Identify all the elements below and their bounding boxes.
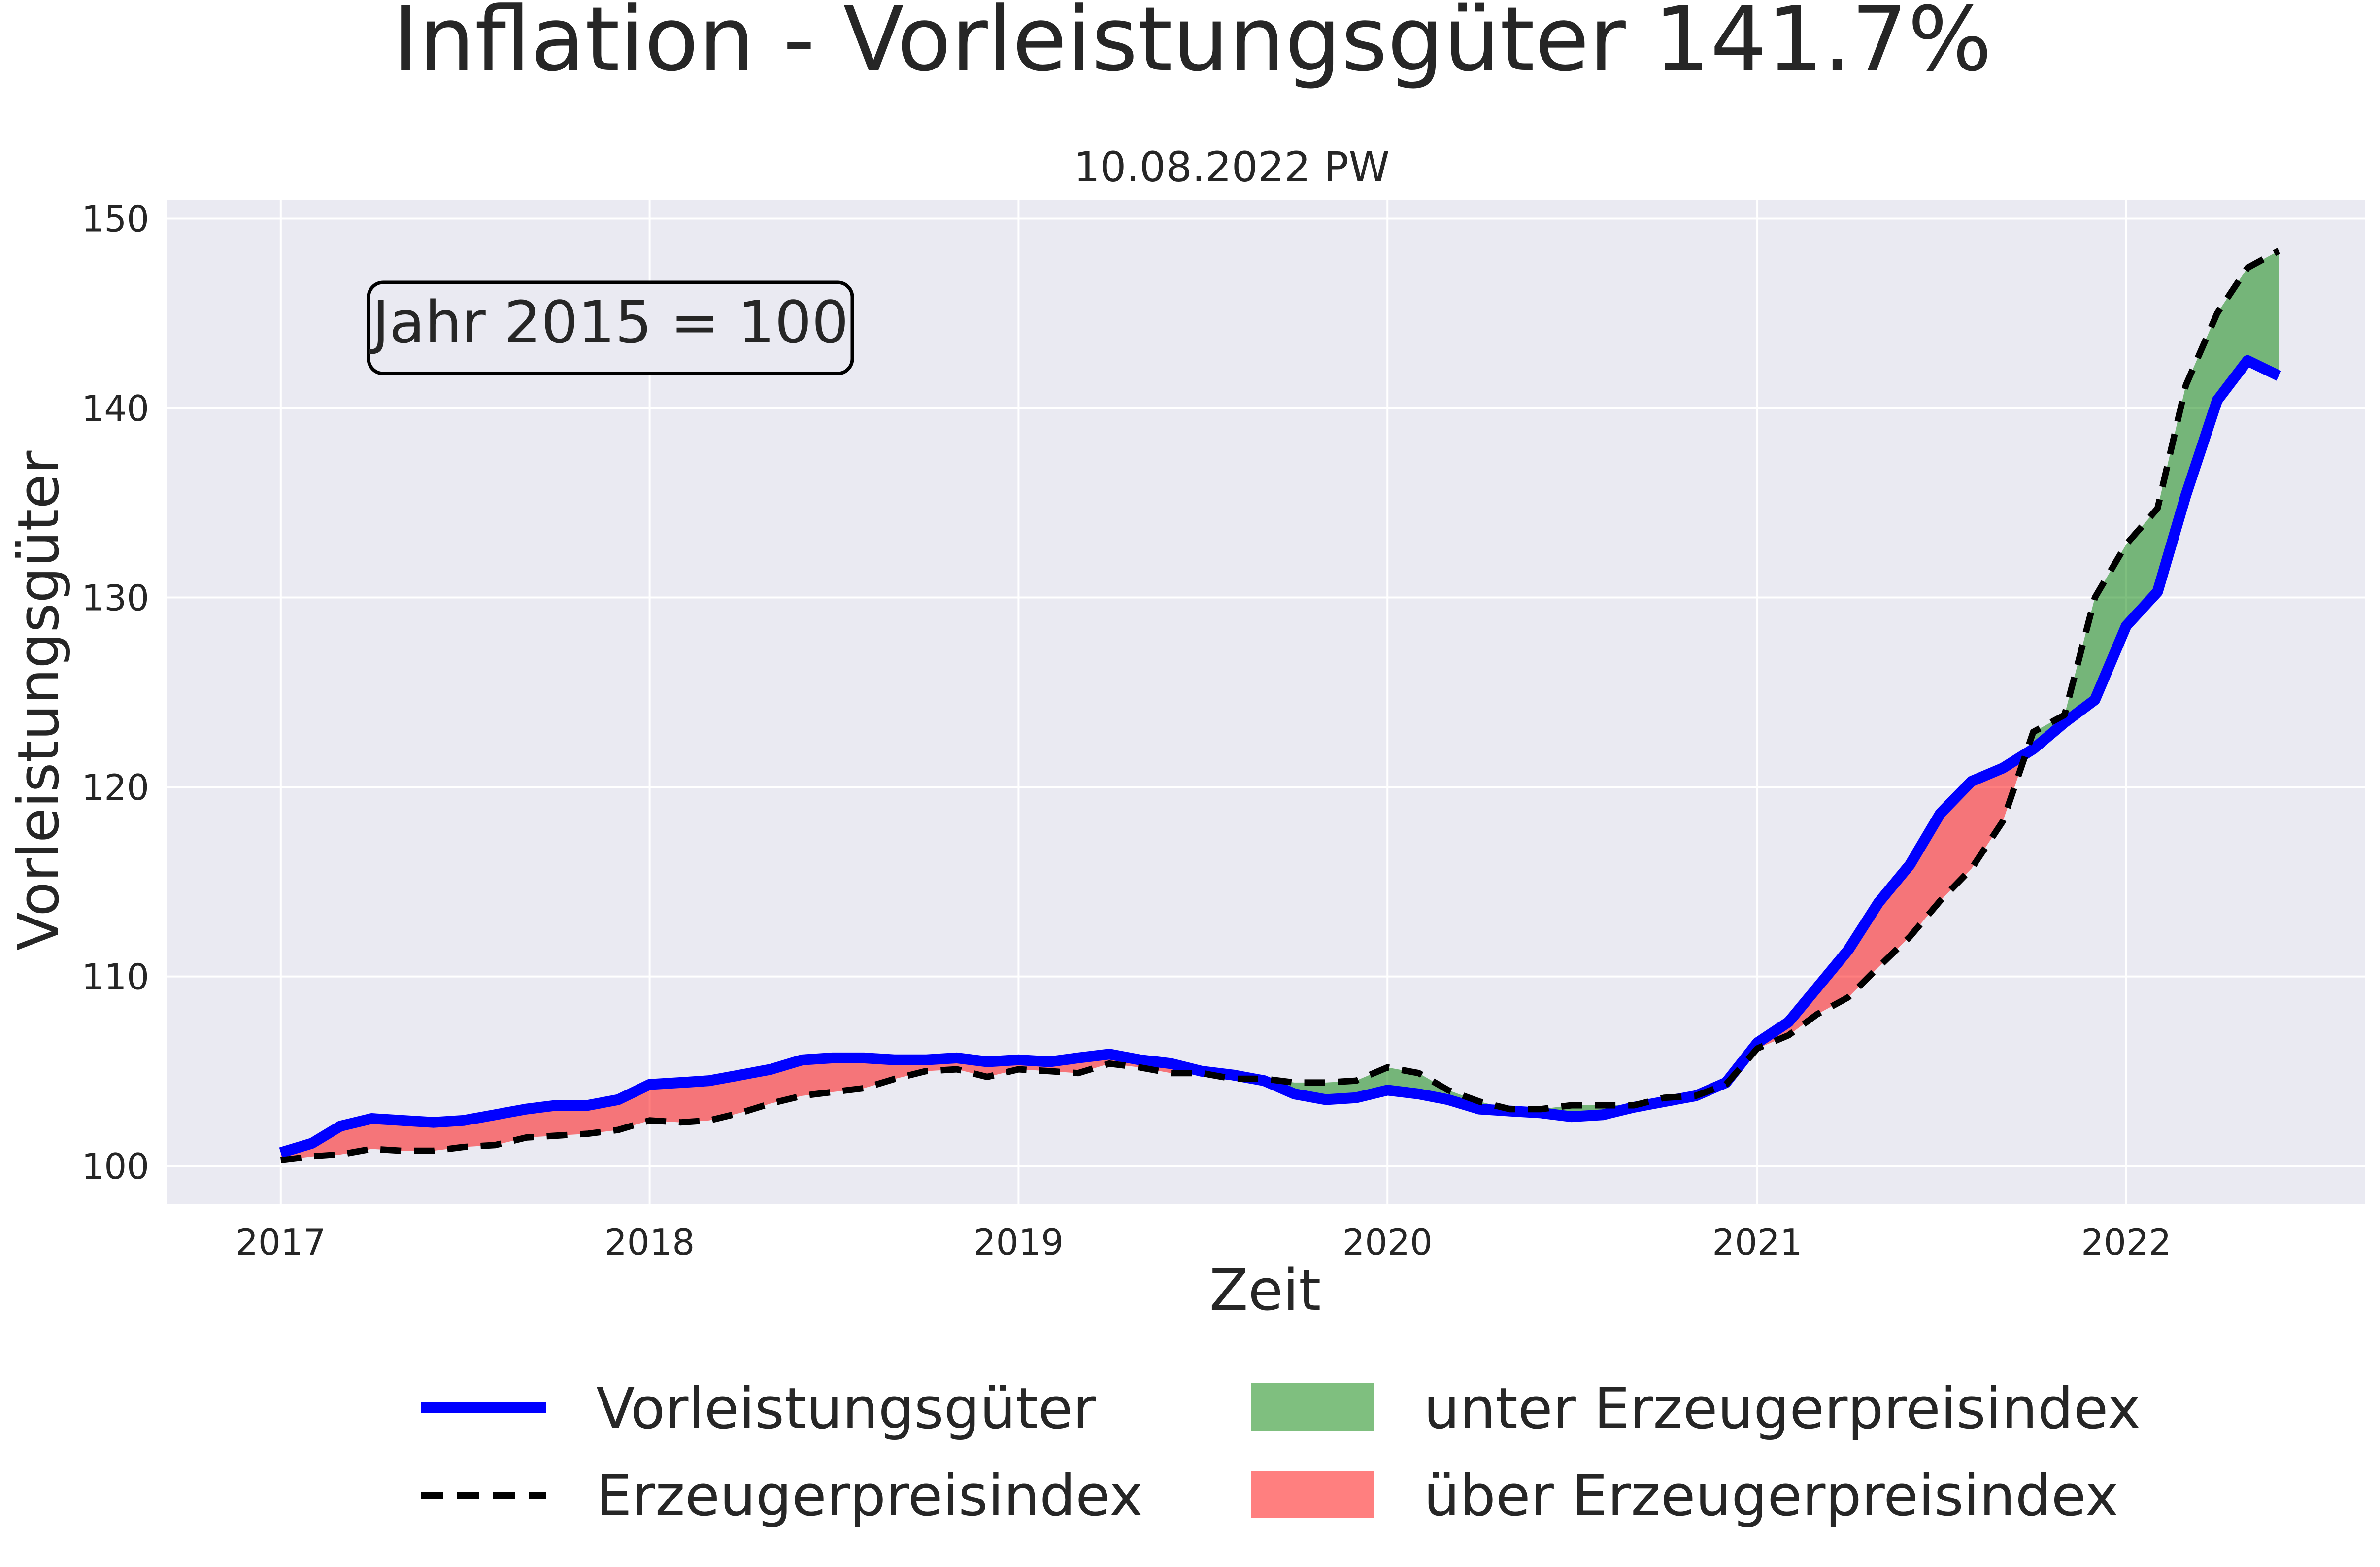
x-tick-label-2020: 2020	[1342, 1222, 1433, 1263]
fill-region-unter-1	[1253, 1067, 1665, 1117]
x-tick-label-2017: 2017	[235, 1222, 326, 1263]
fill-region-ueber-2	[1726, 753, 2026, 1085]
legend: Vorleistungsgüter Erzeugerpreisindex unt…	[421, 1376, 2141, 1529]
x-tick-label-2022: 2022	[2081, 1222, 2171, 1263]
y-axis-label: Vorleistungsgüter	[6, 450, 72, 951]
chart-title: Inflation - Vorleistungsgüter 141.7%	[393, 0, 1992, 91]
x-axis-label: Zeit	[1209, 1258, 1321, 1324]
legend-swatch-unter	[1251, 1383, 1374, 1431]
chart-subtitle: 10.08.2022 PW	[1073, 143, 1389, 191]
y-tick-label-120: 120	[82, 767, 149, 808]
line-layer	[279, 248, 2281, 1164]
fill-region-ueber-1	[280, 1054, 1254, 1160]
annotation-text: Jahr 2015 = 100	[369, 288, 848, 356]
legend-label-vorleistungsgueter: Vorleistungsgüter	[596, 1376, 1096, 1442]
y-tick-label-110: 110	[82, 956, 149, 998]
x-tick-label-2021: 2021	[1712, 1222, 1802, 1263]
x-tick-label-2019: 2019	[973, 1222, 1064, 1263]
legend-label-erzeugerpreisindex: Erzeugerpreisindex	[596, 1463, 1143, 1529]
y-tick-label-150: 150	[82, 198, 149, 239]
legend-swatch-ueber	[1251, 1471, 1374, 1518]
series-line-erzeugerpreisindex	[280, 248, 2280, 1164]
tick-layer: 2017 2018 2019 2020 2021 2022 100 110 120 130 140 1…	[82, 198, 2172, 1263]
series-line-vorleistungsgueter	[279, 355, 2281, 1158]
x-tick-label-2018: 2018	[604, 1222, 695, 1263]
annotation-frame	[367, 280, 854, 375]
legend-label-ueber: über Erzeugerpreisindex	[1424, 1463, 2118, 1529]
y-tick-label-130: 130	[82, 578, 149, 619]
legend-label-unter: unter Erzeugerpreisindex	[1424, 1376, 2141, 1442]
y-tick-label-140: 140	[82, 388, 149, 429]
grid-layer	[167, 200, 2365, 1204]
y-tick-label-100: 100	[82, 1146, 149, 1187]
annotation-box: Jahr 2015 = 100	[367, 280, 854, 375]
